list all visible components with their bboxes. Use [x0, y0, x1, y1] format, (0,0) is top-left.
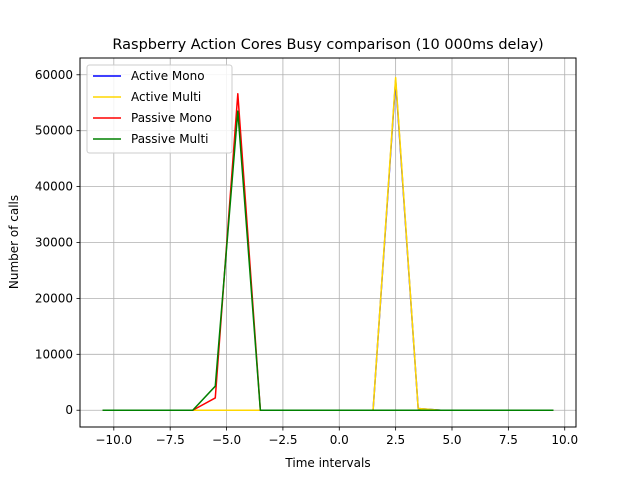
x-tick-label: 2.5: [386, 433, 405, 447]
x-tick-label: 5.0: [442, 433, 461, 447]
y-tick-label: 0: [65, 403, 73, 417]
legend-box: [86, 64, 233, 154]
y-tick-label: 60000: [35, 68, 73, 82]
x-tick-label: −2.5: [268, 433, 297, 447]
x-tick-label: −7.5: [156, 433, 185, 447]
legend-label-3: Passive Multi: [131, 132, 209, 146]
series-line-3: [102, 110, 554, 411]
x-tick-label: 7.5: [499, 433, 518, 447]
y-tick-label: 10000: [35, 347, 73, 361]
legend-label-0: Active Mono: [131, 69, 205, 83]
legend: Active Mono Active Multi Passive Mono Passi…: [86, 64, 233, 154]
legend-label-1: Active Multi: [131, 90, 201, 104]
chart-title: Raspberry Action Cores Busy comparison (…: [112, 37, 543, 53]
x-tick-label: 0.0: [330, 433, 349, 447]
x-tick-label: 10.0: [551, 433, 578, 447]
series-lines: [102, 76, 554, 411]
axis-ticks: −10.0 −7.5 −5.0 −2.5 0.0 2.5 5.0 7.5 10.0 0 10000 2…: [35, 68, 578, 447]
y-tick-label: 40000: [35, 180, 73, 194]
x-tick-label: −10.0: [95, 433, 132, 447]
x-axis-label: Time intervals: [284, 456, 370, 470]
x-tick-label: −5.0: [212, 433, 241, 447]
y-tick-label: 20000: [35, 291, 73, 305]
y-axis-label: Number of calls: [7, 195, 21, 289]
y-tick-label: 30000: [35, 236, 73, 250]
y-tick-label: 50000: [35, 124, 73, 138]
legend-label-2: Passive Mono: [131, 111, 212, 125]
